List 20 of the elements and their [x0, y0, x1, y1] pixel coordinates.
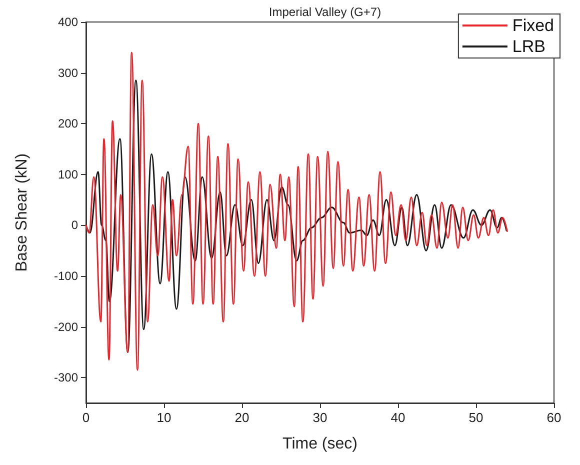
- y-tick-label: -100: [54, 269, 78, 283]
- y-tick-label: 200: [58, 116, 78, 131]
- x-tick-label: 40: [390, 410, 406, 425]
- legend-label: Fixed: [512, 16, 554, 35]
- y-tick-label: 400: [58, 15, 78, 29]
- x-tick-label: 50: [468, 410, 484, 425]
- y-tick-label: -200: [54, 320, 78, 334]
- x-tick-label: 20: [234, 410, 250, 425]
- legend-label: LRB: [512, 37, 546, 56]
- x-tick-label: 60: [546, 410, 562, 425]
- x-tick-label: 30: [312, 410, 328, 425]
- x-axis-title: Time (sec): [282, 436, 358, 452]
- y-axis-title: Base Shear (kN): [14, 153, 30, 272]
- x-tick-label: 10: [156, 410, 172, 425]
- chart-title: Imperial Valley (G+7): [268, 5, 382, 19]
- y-tick-label: 0: [71, 218, 78, 232]
- y-tick-label: 100: [58, 167, 78, 182]
- x-tick-label: 0: [82, 410, 90, 425]
- y-tick-label: 300: [58, 66, 78, 80]
- y-tick-label: -300: [54, 370, 78, 385]
